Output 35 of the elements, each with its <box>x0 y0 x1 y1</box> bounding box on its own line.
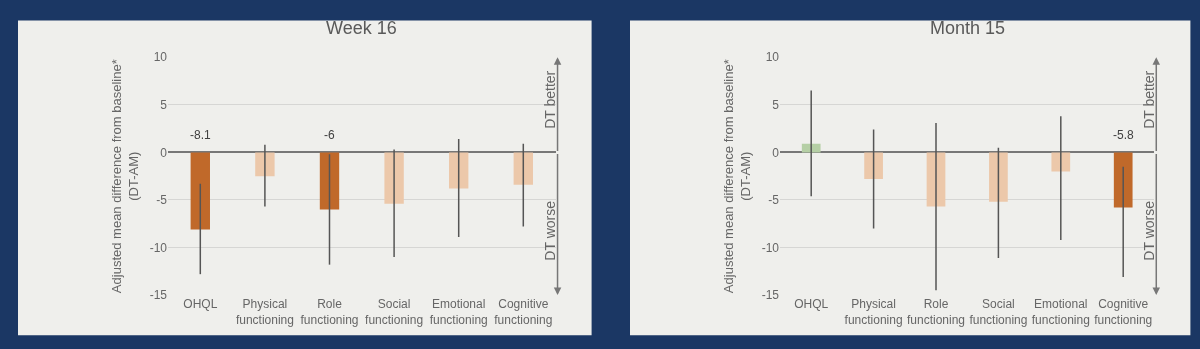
x-tick-label: Physical functioning <box>844 297 903 327</box>
chart-title: Month 15 <box>930 18 1006 38</box>
y-tick-label: 10 <box>765 50 780 65</box>
x-tick-label: Social functioning <box>365 297 424 327</box>
y-tick-label: 0 <box>160 145 168 160</box>
annotation: DT worse <box>1140 200 1157 261</box>
y-tick-label: 5 <box>772 98 780 113</box>
y-tick-label: 5 <box>160 98 168 113</box>
y-tick-label: -5 <box>768 193 780 208</box>
x-tick-label: Cognitive functioning <box>1094 297 1153 327</box>
chart-title: Week 16 <box>326 18 397 38</box>
y-tick-label: -15 <box>761 288 780 303</box>
data-label: -5.8 <box>1113 128 1134 142</box>
data-label: -8.1 <box>190 128 211 142</box>
x-tick-label: Physical functioning <box>235 297 294 327</box>
annotation: DT worse <box>541 200 558 261</box>
data-label: -6 <box>324 128 335 142</box>
y-tick-label: -10 <box>761 240 780 255</box>
x-tick-label: Emotional functioning <box>429 297 488 327</box>
x-tick-label: OHQL <box>794 297 829 312</box>
y-tick-label: -10 <box>149 240 168 255</box>
x-tick-label: Cognitive functioning <box>494 297 553 327</box>
annotation: DT better <box>1140 70 1157 129</box>
x-tick-label: OHQL <box>183 297 218 312</box>
y-tick-label: 10 <box>153 50 168 65</box>
y-axis-title: Adjusted mean difference from baseline* (DT-AM) <box>720 59 753 294</box>
annotation: DT better <box>541 70 558 129</box>
x-tick-label: Emotional functioning <box>1031 297 1090 327</box>
y-tick-label: -5 <box>156 193 168 208</box>
y-tick-label: -15 <box>149 288 168 303</box>
x-tick-label: Role functioning <box>906 297 966 327</box>
x-tick-label: Role functioning <box>300 297 359 327</box>
x-tick-label: Social functioning <box>969 297 1028 327</box>
y-tick-label: 0 <box>772 145 780 160</box>
y-axis-title: Adjusted mean difference from baseline* (DT-AM) <box>108 59 141 294</box>
